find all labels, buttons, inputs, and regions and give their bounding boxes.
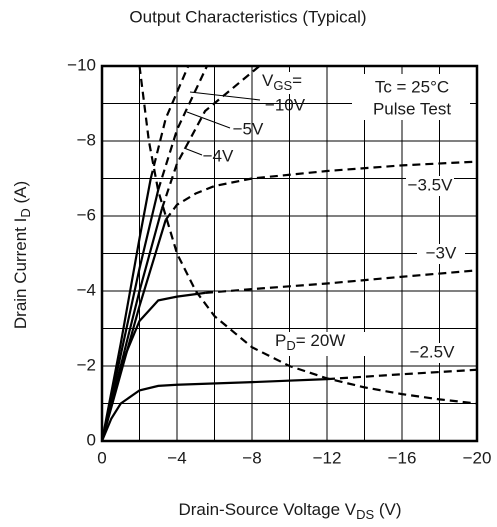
vgs-label-sub: GS — [273, 78, 292, 93]
x-tick-label: 0 — [97, 448, 106, 467]
y-axis-label-sub: D — [18, 208, 33, 217]
vgs-label: VGS= — [262, 71, 302, 93]
curve-dashed — [149, 65, 190, 179]
label-bg — [408, 343, 456, 363]
curve — [100, 219, 167, 442]
curve — [100, 189, 160, 442]
label-bg — [417, 244, 465, 264]
x-tick-label: −20 — [463, 448, 492, 467]
series-label: −3.5V — [408, 175, 454, 194]
leader-line — [189, 91, 261, 101]
leader-line — [183, 147, 203, 156]
x-axis-label-main: Drain-Source Voltage V — [178, 500, 356, 519]
x-tick-label: −16 — [388, 448, 417, 467]
y-tick-label: −8 — [77, 130, 96, 149]
x-axis-label: Drain-Source Voltage VDS (V) — [178, 500, 401, 522]
pd-label: PD= 20W — [275, 331, 345, 353]
series-label: −2.5V — [410, 342, 456, 361]
leader-line — [186, 111, 231, 129]
series-label: −4V — [203, 146, 234, 165]
curve — [100, 178, 152, 442]
vgs-label-rest: = — [292, 71, 302, 90]
vgs-label-main: V — [262, 71, 274, 90]
series-label: −5V — [233, 119, 264, 138]
power-limit-curve — [138, 65, 478, 405]
label-bg — [406, 176, 454, 196]
curve-dashed — [157, 65, 208, 191]
x-tick-label: −12 — [313, 448, 342, 467]
annotation: Pulse Test — [373, 99, 451, 118]
annotation: Tc = 25°C — [375, 77, 449, 96]
curve-dashed — [164, 160, 478, 221]
x-axis-label-rest: (V) — [374, 500, 401, 519]
y-tick-label: 0 — [87, 430, 96, 449]
y-axis-label-rest: (A) — [11, 181, 30, 208]
curve — [100, 291, 206, 442]
pd-label-sub: D — [286, 338, 295, 353]
series-label: −3V — [426, 243, 457, 262]
label-bg — [258, 72, 320, 94]
y-tick-label: −6 — [77, 205, 96, 224]
pd-label-main: P — [275, 331, 286, 350]
series-label: −10V — [265, 95, 306, 114]
y-tick-label: −4 — [77, 280, 96, 299]
label-bg — [352, 74, 470, 120]
y-tick-label: −2 — [77, 355, 96, 374]
pd-label-rest: = 20W — [296, 331, 346, 350]
x-tick-label: −8 — [242, 448, 261, 467]
y-axis-label: Drain Current ID (A) — [11, 181, 33, 329]
y-axis-label-main: Drain Current I — [11, 218, 30, 329]
curve — [100, 378, 328, 442]
label-bg — [272, 332, 372, 356]
y-tick-label: −10 — [67, 55, 96, 74]
plot-frame — [100, 64, 479, 443]
chart-title: Output Characteristics (Typical) — [129, 7, 366, 26]
curve-dashed — [205, 269, 478, 294]
x-axis-label-sub: DS — [356, 507, 374, 522]
x-tick-label: −4 — [167, 448, 186, 467]
